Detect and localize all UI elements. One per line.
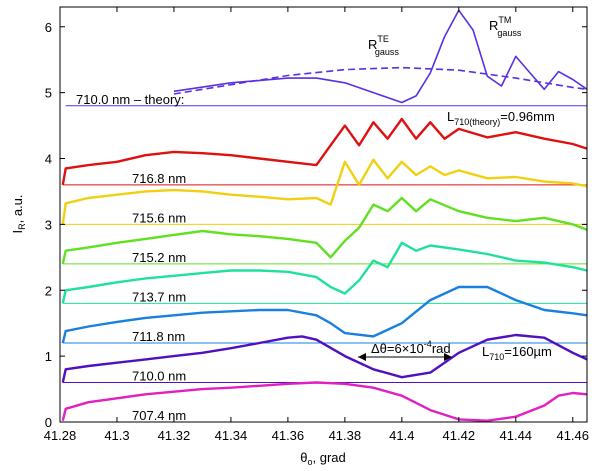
series-line-2 [61,285,588,344]
annotation-delta-theta: Δθ=6×10-4rad [371,339,451,356]
baseline-label-6: 716.8 nm [132,171,186,186]
baseline-label-7: 710.0 nm – theory: [76,92,184,107]
baseline-label-5: 715.6 nm [132,210,186,225]
y-axis-label: IR, a.u. [10,194,27,233]
series-group [61,9,588,422]
annotation-rtm: RTM gauss [489,15,522,38]
plot-frame [59,6,588,423]
x-axis-label: θo, grad [300,450,346,467]
series-line-4 [61,196,588,265]
baseline-lines [62,105,587,423]
series-line-5 [61,158,588,225]
series-line-6 [61,117,588,186]
x-tick-label-4: 41.36 [272,428,305,443]
x-tick-label-1: 41.3 [104,428,129,443]
x-tick-label-0: 41.28 [44,428,77,443]
arrow-head-right [444,353,452,361]
x-tick-label-3: 41.34 [215,428,248,443]
baseline-label-4: 715.2 nm [132,250,186,265]
series-line-0 [61,381,588,422]
y-tick-label-6: 6 [45,20,52,35]
x-tick-label-2: 41.32 [158,428,191,443]
axis-ticks: 41.28 41.3 41.32 41.34 41.36 41.38 41.4 41.42 41… [44,7,589,443]
x-tick-label-7: 41.42 [443,428,476,443]
x-tick-label-6: 41.4 [389,428,414,443]
baseline-label-1: 710.0 nm [132,368,186,383]
arrow-head-left [358,353,366,361]
y-tick-label-2: 2 [45,283,52,298]
x-tick-label-9: 41.46 [556,428,589,443]
baseline-label-3: 713.7 nm [132,289,186,304]
y-tick-label-1: 1 [45,349,52,364]
y-tick-label-5: 5 [45,86,52,101]
annotation-l-theory: L710(theory)=0.96mm [447,109,555,127]
annotation-l710: L710=160µm [482,344,552,362]
x-tick-label-5: 41.38 [329,428,362,443]
x-tick-label-8: 41.44 [500,428,533,443]
series-line-7 [173,66,588,95]
baseline-labels: 707.4 nm 710.0 nm 711.8 nm 713.7 nm 715.2 nm… [76,92,186,423]
series-line-3 [61,241,588,304]
series-line-8 [173,9,588,104]
y-tick-label-0: 0 [45,415,52,430]
y-tick-label-3: 3 [45,217,52,232]
y-tick-label-4: 4 [45,152,52,167]
baseline-label-2: 711.8 nm [132,329,185,344]
series-line-1 [61,333,588,383]
baseline-label-0: 707.4 nm [132,408,186,423]
annotation-rte: RTE gauss [368,34,399,57]
